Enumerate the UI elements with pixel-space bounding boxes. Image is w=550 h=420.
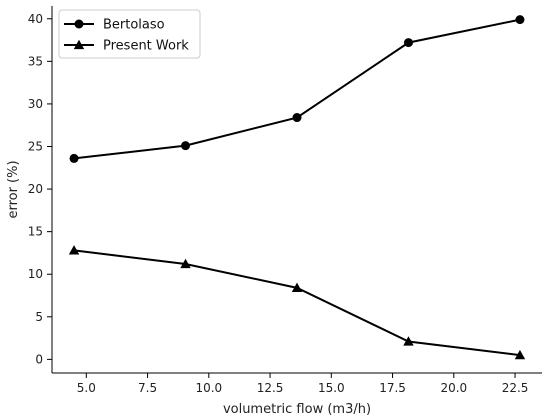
x-tick-label: 20.0 <box>440 381 467 395</box>
data-point <box>69 153 79 163</box>
plot-area <box>51 6 542 374</box>
legend-triangle-marker <box>73 39 85 50</box>
series-bertolaso <box>69 15 525 163</box>
y-tick-label: 30 <box>28 97 43 111</box>
x-axis: 5.0 7.5 10.0 12.5 15.0 17.5 20.0 22.5 <box>77 373 529 395</box>
x-tick-label: 7.5 <box>138 381 157 395</box>
x-tick-label: 5.0 <box>77 381 96 395</box>
x-tick-label: 12.5 <box>257 381 284 395</box>
legend-box <box>58 9 201 59</box>
legend-label: Bertolaso <box>103 18 165 33</box>
y-axis: 0 5 10 15 20 25 30 35 40 <box>28 12 52 366</box>
x-tick-label: 10.0 <box>195 381 222 395</box>
y-tick-label: 10 <box>28 267 43 281</box>
data-point <box>403 38 413 48</box>
y-tick-label: 25 <box>28 139 43 153</box>
series-present-work <box>68 245 526 360</box>
legend-entry: Bertolaso <box>64 18 165 33</box>
y-tick-label: 20 <box>28 182 43 196</box>
data-point <box>514 349 526 360</box>
data-point <box>292 113 302 123</box>
legend-circle-marker <box>74 19 84 29</box>
x-tick-label: 17.5 <box>379 381 406 395</box>
y-tick-label: 5 <box>35 310 43 324</box>
legend: Bertolaso Present Work <box>58 9 201 59</box>
series-line <box>73 249 521 357</box>
data-point <box>291 282 303 293</box>
y-tick-label: 0 <box>35 352 43 366</box>
data-point <box>515 15 525 25</box>
data-point <box>181 141 191 151</box>
y-tick-label: 35 <box>28 54 43 68</box>
x-tick-label: 15.0 <box>318 381 345 395</box>
series-layer <box>68 15 526 360</box>
y-axis-label: error (%) <box>6 160 21 218</box>
y-tick-label: 40 <box>28 12 43 26</box>
x-axis-label: volumetric flow (m3/h) <box>223 402 371 417</box>
data-point <box>403 336 414 346</box>
y-tick-label: 15 <box>28 225 43 239</box>
data-point <box>68 245 80 255</box>
x-tick-label: 22.5 <box>502 381 529 395</box>
legend-entry: Present Work <box>64 39 189 54</box>
data-point <box>180 258 191 269</box>
legend-label: Present Work <box>103 39 189 54</box>
